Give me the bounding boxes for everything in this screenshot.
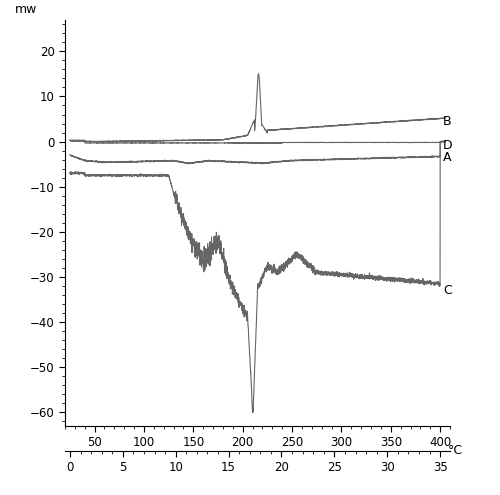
- Text: B: B: [443, 115, 452, 128]
- Text: C: C: [443, 284, 452, 297]
- Text: °C: °C: [448, 444, 463, 457]
- Text: D: D: [443, 139, 452, 151]
- Text: A: A: [443, 151, 452, 164]
- Text: mw: mw: [16, 3, 38, 16]
